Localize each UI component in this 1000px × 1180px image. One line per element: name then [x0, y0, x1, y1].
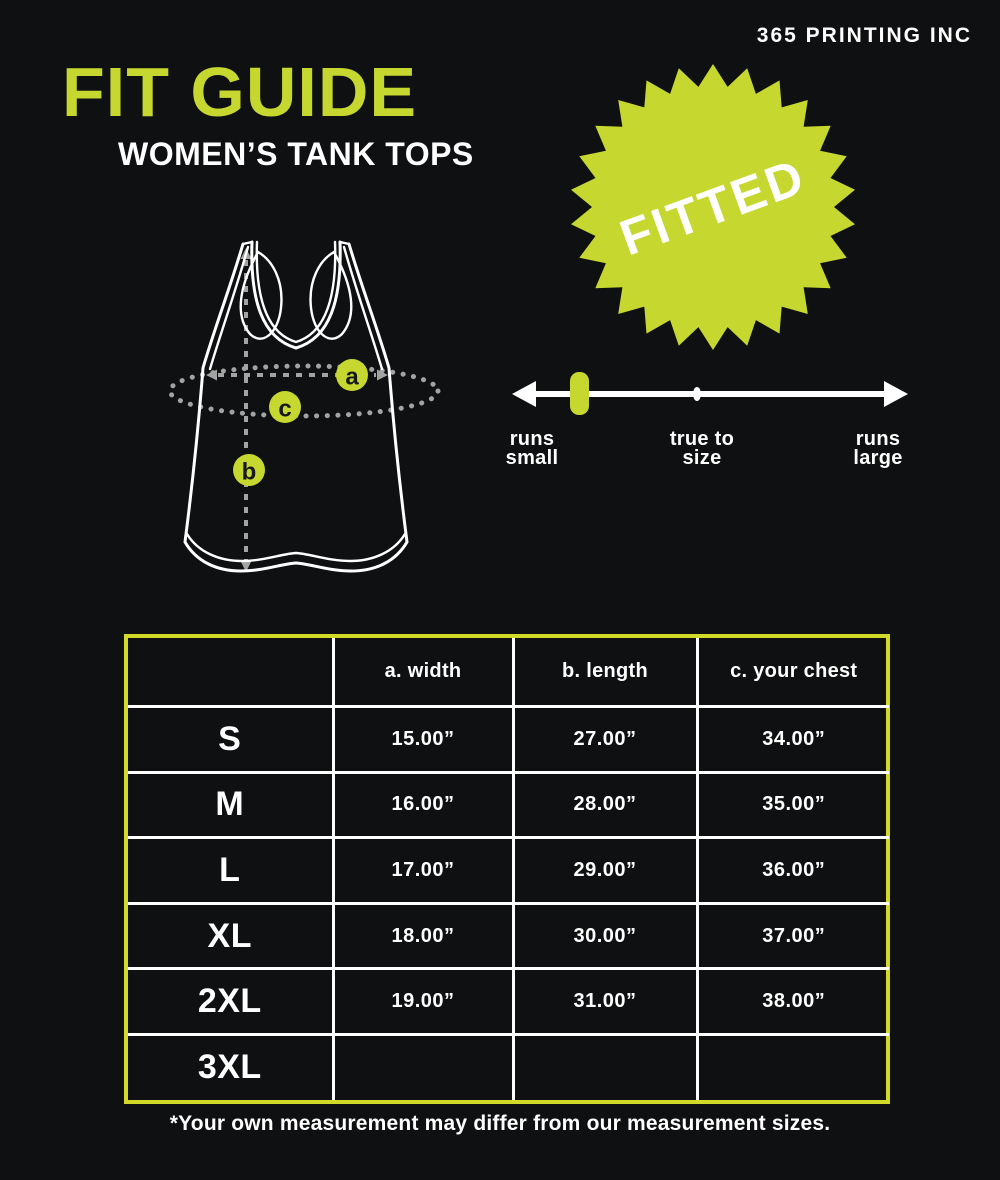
marker-c-label: c — [278, 396, 291, 423]
starburst-icon: FITTED — [571, 64, 855, 350]
table-row: S 15.00” 27.00” 34.00” — [128, 705, 889, 773]
marker-c-circle — [269, 391, 301, 423]
scale-label-runs-small: runs small — [487, 428, 577, 469]
chest-cell: 38.00” — [695, 967, 889, 1035]
size-cell: XL — [128, 901, 333, 969]
width-cell — [331, 1032, 513, 1100]
chest-cell: 37.00” — [695, 901, 889, 969]
scale-label-line: size — [682, 447, 722, 469]
length-cell: 30.00” — [511, 901, 697, 969]
chest-cell: 35.00” — [695, 770, 889, 838]
table-row: 3XL — [128, 1032, 889, 1100]
size-cell: 3XL — [128, 1032, 333, 1100]
table-header-length: b. length — [511, 638, 697, 707]
length-cell: 31.00” — [511, 967, 697, 1035]
scale-arrow-left-icon — [512, 381, 536, 407]
size-cell: 2XL — [128, 967, 333, 1035]
brand-name: 365 PRINTING INC — [756, 24, 972, 47]
marker-b: b — [233, 454, 265, 486]
size-cell: M — [128, 770, 333, 838]
table-header-row: a. width b. length c. your chest — [128, 638, 889, 707]
length-cell: 29.00” — [511, 836, 697, 904]
footnote: *Your own measurement may differ from ou… — [169, 1112, 831, 1135]
arrow-down-icon — [240, 561, 252, 572]
tank-outline — [183, 242, 409, 573]
page-subtitle: WOMEN’S TANK TOPS — [118, 136, 474, 172]
scale-label-line: true to — [669, 428, 735, 450]
scale-label-runs-large: runs large — [833, 428, 923, 469]
back-scoop-outer — [250, 240, 342, 350]
scale-center-dot — [693, 387, 701, 401]
shoulder-inner-right — [342, 245, 384, 371]
scale-label-line: small — [505, 447, 559, 469]
marker-c: c — [269, 391, 301, 423]
strap-tops — [241, 240, 351, 246]
width-cell: 18.00” — [331, 901, 513, 969]
armhole-right — [309, 250, 353, 340]
table-header-chest: c. your chest — [695, 638, 889, 707]
scale-label-true-to-size: true to size — [657, 428, 747, 469]
scale-slider-handle — [570, 372, 589, 415]
table-row: M 16.00” 28.00” 35.00” — [128, 770, 889, 838]
marker-a-label: a — [345, 364, 359, 391]
armhole-left — [239, 250, 283, 340]
shoulder-inner-left — [208, 245, 250, 371]
width-cell: 15.00” — [331, 705, 513, 773]
scale-label-line: runs — [855, 428, 901, 450]
chest-cell: 34.00” — [695, 705, 889, 773]
chest-measure-ellipse — [167, 363, 441, 419]
table-row: 2XL 19.00” 31.00” 38.00” — [128, 967, 889, 1035]
back-scoop-inner — [255, 240, 337, 344]
chest-cell — [695, 1032, 889, 1100]
chest-cell: 36.00” — [695, 836, 889, 904]
marker-a: a — [336, 359, 368, 391]
width-cell: 16.00” — [331, 770, 513, 838]
fit-scale — [512, 372, 908, 415]
width-cell: 19.00” — [331, 967, 513, 1035]
marker-b-circle — [233, 454, 265, 486]
arrow-left-icon — [206, 369, 217, 381]
tank-top-diagram: a c b — [167, 240, 441, 573]
length-cell: 28.00” — [511, 770, 697, 838]
table-header-blank — [128, 638, 333, 707]
scale-arrow-right-icon — [884, 381, 908, 407]
length-cell: 27.00” — [511, 705, 697, 773]
table-header-width: a. width — [331, 638, 513, 707]
scale-label-line: runs — [509, 428, 555, 450]
hem-inner-line — [185, 532, 407, 563]
marker-a-circle — [336, 359, 368, 391]
arrow-right-icon — [377, 369, 388, 381]
marker-b-label: b — [242, 459, 257, 486]
width-cell: 17.00” — [331, 836, 513, 904]
scale-label-line: large — [853, 447, 903, 469]
length-cell — [511, 1032, 697, 1100]
table-row: L 17.00” 29.00” 36.00” — [128, 836, 889, 904]
fitted-badge: FITTED — [563, 57, 863, 357]
size-table: a. width b. length c. your chest S 15.00… — [124, 634, 890, 1104]
size-cell: L — [128, 836, 333, 904]
size-cell: S — [128, 705, 333, 773]
table-row: XL 18.00” 30.00” 37.00” — [128, 901, 889, 969]
page-title: FIT GUIDE — [62, 53, 418, 131]
